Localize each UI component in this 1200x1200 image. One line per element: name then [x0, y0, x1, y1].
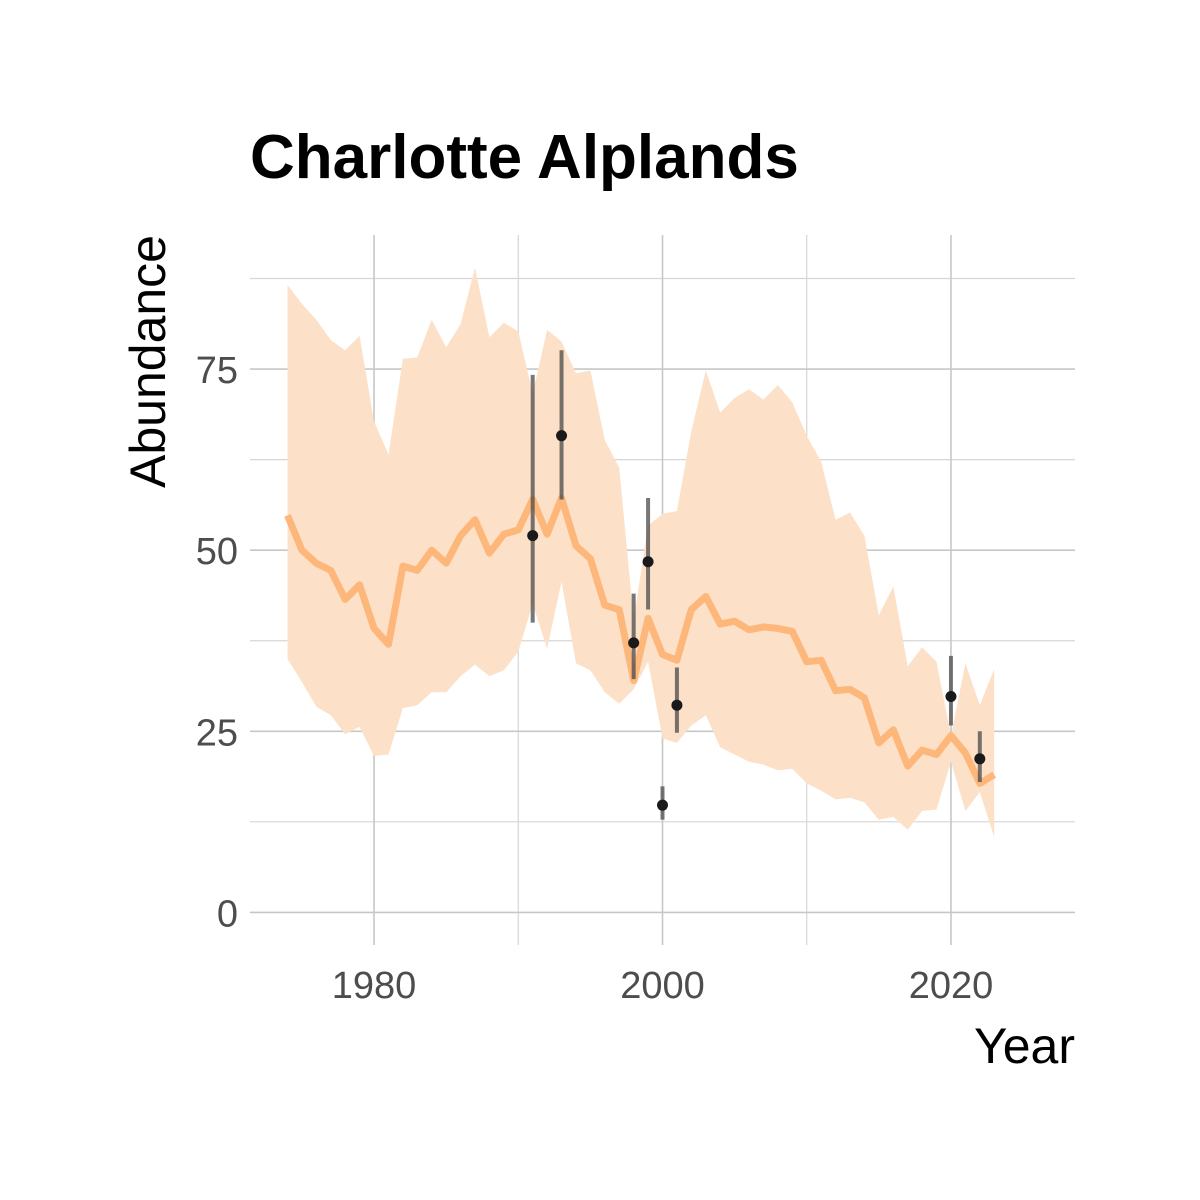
observations-layer [527, 350, 986, 820]
observation-point [527, 530, 539, 542]
trend-line-layer [284, 494, 997, 787]
observation-point [642, 556, 654, 568]
observation-point [945, 691, 957, 702]
y-tick-label: 75 [196, 350, 238, 392]
observation-point [556, 430, 568, 442]
y-axis-title: Abundance [120, 235, 176, 488]
chart-title: Charlotte Alplands [250, 123, 799, 192]
y-tick-label: 0 [217, 893, 238, 935]
observation-point [671, 699, 683, 711]
x-tick-label: 2020 [909, 965, 994, 1007]
x-tick-label: 2000 [620, 965, 705, 1007]
y-tick-label: 25 [196, 712, 238, 754]
y-tick-label: 50 [196, 531, 238, 573]
confidence-band-layer [287, 267, 995, 838]
x-tick-labels: 1980 2000 2020 [332, 965, 993, 1007]
x-axis-title: Year [974, 1018, 1075, 1074]
observation-point [974, 753, 986, 765]
y-tick-labels: 0 25 50 75 [196, 350, 238, 935]
confidence-band [287, 267, 995, 838]
x-tick-label: 1980 [332, 965, 417, 1007]
observation-point [628, 637, 640, 649]
observation-point [657, 799, 668, 811]
trend-line [284, 494, 997, 787]
